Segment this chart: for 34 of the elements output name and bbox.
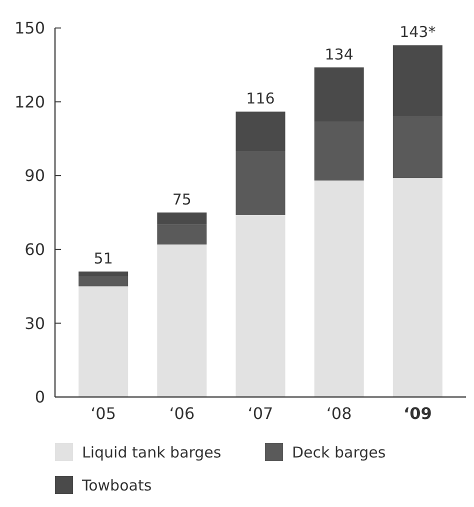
y-tick-label: 120 <box>14 92 45 112</box>
x-tick-label: ‘08 <box>326 404 352 423</box>
y-tick-label: 90 <box>24 166 45 186</box>
bar <box>236 112 286 151</box>
bar <box>78 276 128 286</box>
bar <box>314 67 364 122</box>
y-tick-label: 150 <box>14 18 45 38</box>
bar <box>236 151 286 215</box>
y-tick-label: 0 <box>34 388 45 407</box>
bar <box>314 121 364 181</box>
bar <box>78 286 128 397</box>
bar <box>157 212 207 225</box>
legend-label: Deck barges <box>292 443 386 462</box>
bar <box>157 244 207 397</box>
bar <box>314 180 364 397</box>
y-tick-label: 30 <box>24 314 45 333</box>
total-label: 134 <box>324 45 354 64</box>
bar <box>236 214 286 397</box>
x-tick-label: ‘09 <box>404 404 432 423</box>
x-tick-label: ‘06 <box>169 404 195 423</box>
legend-label: Towboats <box>81 476 152 494</box>
bar <box>157 224 207 244</box>
total-label: 75 <box>172 190 192 208</box>
bar <box>392 116 442 178</box>
total-label: 51 <box>94 250 113 268</box>
total-label: 143* <box>400 23 436 42</box>
total-label: 116 <box>246 90 275 108</box>
y-tick-label: 60 <box>24 240 45 259</box>
bar <box>392 178 442 397</box>
legend-label: Liquid tank barges <box>82 443 222 462</box>
x-tick-label: ‘07 <box>248 404 274 423</box>
bar <box>392 45 442 117</box>
x-tick-label: ‘05 <box>90 404 116 423</box>
bar <box>78 272 128 276</box>
